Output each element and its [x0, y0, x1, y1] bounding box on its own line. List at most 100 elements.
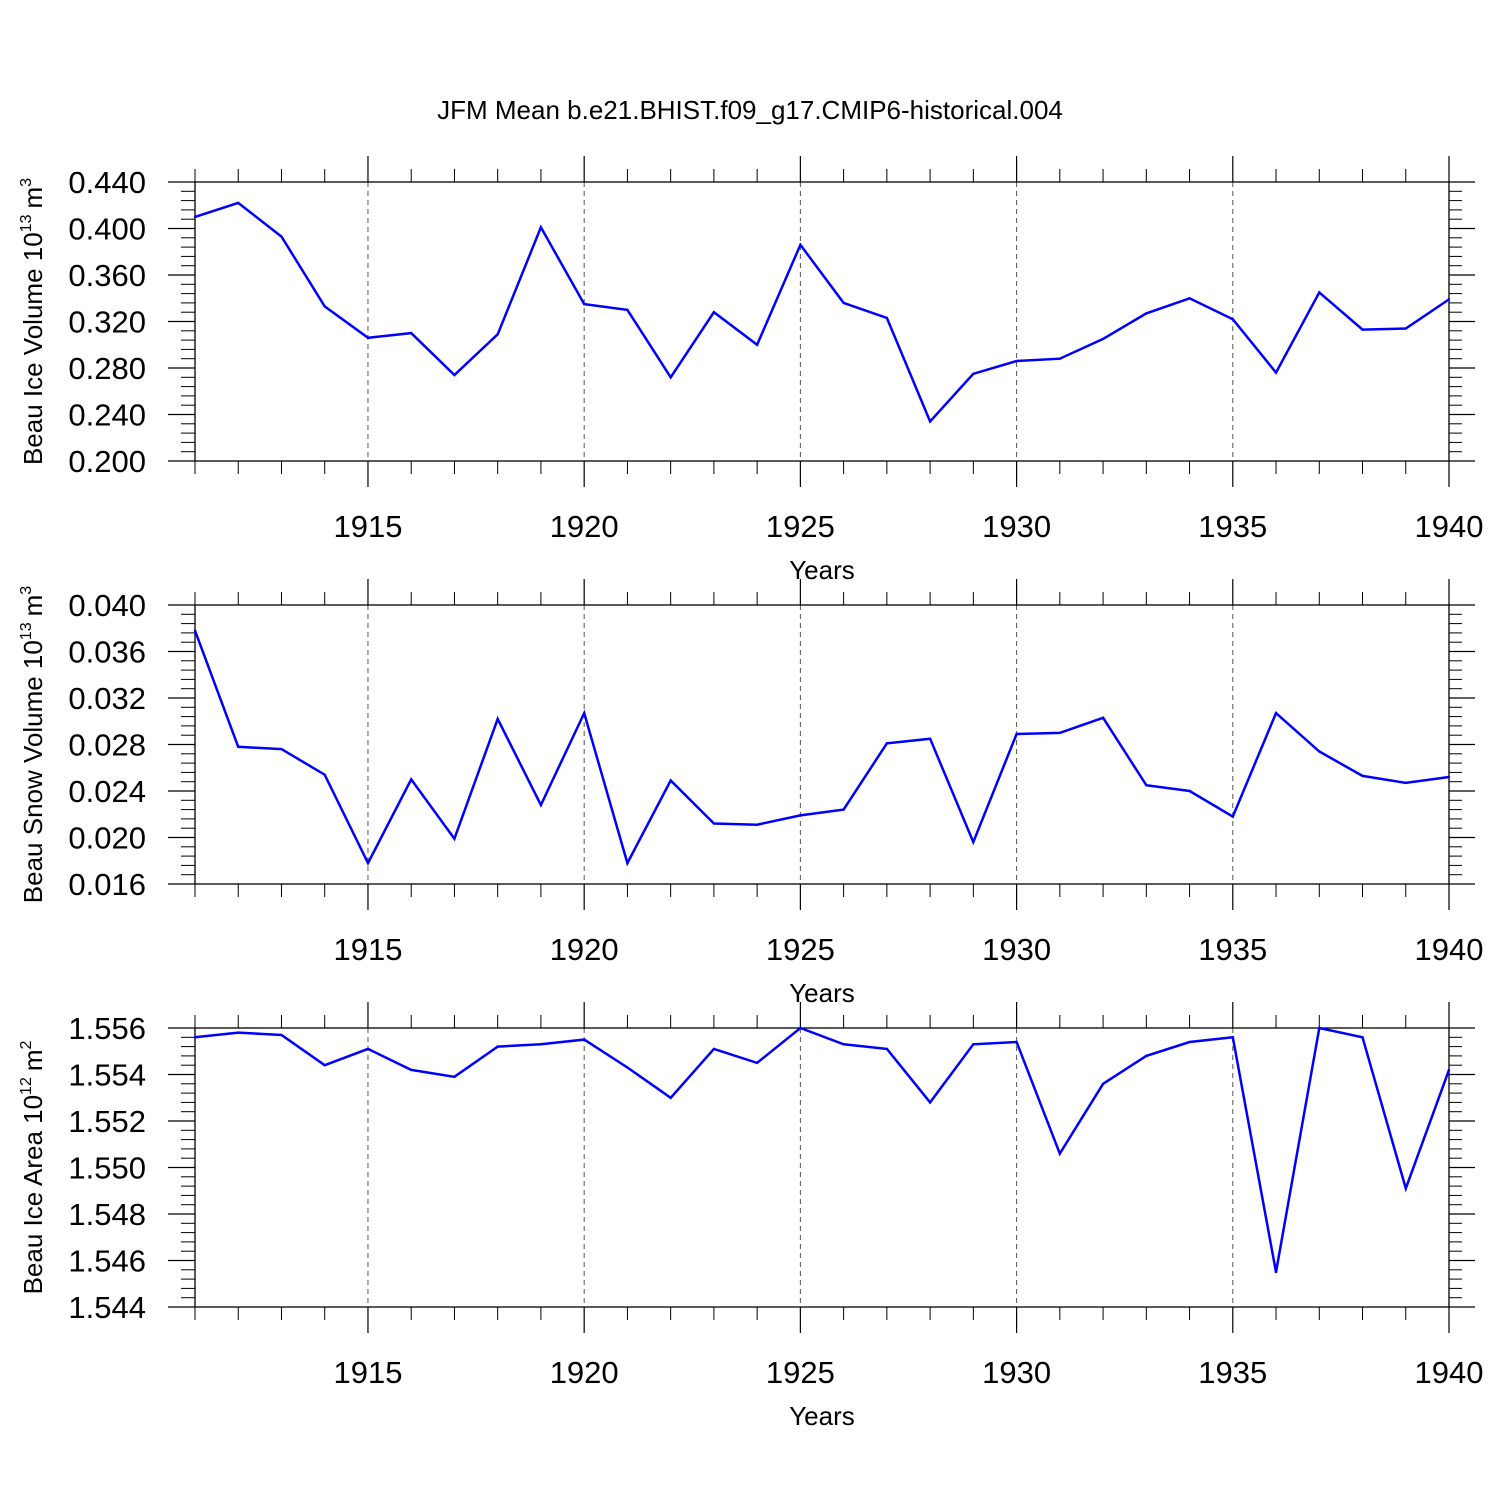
y-tick-label: 0.020 — [68, 821, 146, 856]
y-tick-label: 1.546 — [68, 1244, 146, 1279]
y-tick-label: 1.552 — [68, 1104, 146, 1139]
x-tick-label: 1940 — [1415, 509, 1484, 544]
data-point — [539, 803, 543, 807]
y-axis-label-unit-exp: 3 — [18, 178, 35, 187]
x-tick-label: 1920 — [550, 1355, 619, 1390]
data-point — [1318, 750, 1321, 753]
x-tick-label: 1925 — [766, 509, 835, 544]
x-tick-label: 1920 — [550, 509, 619, 544]
data-point — [1361, 1036, 1364, 1039]
data-point — [410, 331, 413, 335]
y-tick-label: 0.016 — [68, 867, 146, 902]
chart-title: JFM Mean b.e21.BHIST.f09_g17.CMIP6-histo… — [437, 95, 1063, 125]
data-point — [1188, 297, 1191, 300]
data-point — [1231, 815, 1234, 818]
data-point — [842, 301, 845, 305]
y-tick-label: 1.554 — [68, 1058, 146, 1093]
y-tick-label: 1.548 — [68, 1197, 146, 1232]
y-tick-label: 0.200 — [68, 444, 146, 479]
data-point — [1145, 1054, 1148, 1058]
data-point — [280, 235, 283, 238]
x-axis-label: Years — [789, 978, 855, 1008]
data-point — [1404, 781, 1407, 785]
data-point — [1231, 1036, 1234, 1039]
data-point — [453, 1075, 456, 1079]
series-line — [193, 630, 1450, 867]
panel-3: 1.544 1.546 1.548 1.550 1.552 1.554 1.556 1915 1… — [18, 1002, 1483, 1431]
data-point — [539, 226, 543, 229]
data-point — [972, 1043, 975, 1046]
data-point — [193, 629, 197, 632]
data-point — [1015, 359, 1018, 363]
y-axis-label-exp: 13 — [18, 622, 35, 640]
data-point — [712, 1047, 716, 1051]
data-point — [1274, 711, 1278, 715]
y-tick-label: 0.240 — [68, 398, 146, 433]
data-point — [1274, 371, 1278, 374]
data-point — [799, 1026, 802, 1030]
y-axis-label-main: Beau Ice Volume 10 — [18, 232, 48, 465]
y-axis-label-main: Beau Ice Area 10 — [18, 1095, 48, 1294]
data-point — [1015, 1040, 1018, 1044]
data-point — [626, 861, 629, 865]
data-point — [582, 1038, 586, 1041]
data-point — [1404, 327, 1407, 330]
data-point — [496, 1045, 499, 1048]
x-tick-label: 1940 — [1415, 932, 1484, 967]
data-point — [1447, 1068, 1451, 1072]
panel-1: 0.200 0.240 0.280 0.320 0.360 0.400 0.440 1915 1… — [18, 156, 1483, 585]
data-point — [712, 822, 716, 825]
y-axis-label: Beau Snow Volume 1013 m3 — [18, 586, 48, 904]
x-tick-label: 1930 — [982, 509, 1051, 544]
y-tick-label: 1.550 — [68, 1151, 146, 1186]
y-tick-label: 0.400 — [68, 212, 146, 247]
y-axis-label-exp: 13 — [18, 214, 35, 232]
y-axis-label-unit: m — [18, 595, 48, 617]
data-point — [755, 343, 759, 346]
data-point — [712, 311, 716, 314]
x-tick-label: 1925 — [766, 932, 835, 967]
data-point — [1318, 1026, 1321, 1030]
y-tick-label: 0.040 — [68, 588, 146, 623]
x-tick-label: 1935 — [1198, 1355, 1267, 1390]
y-axis-label-unit: m — [18, 187, 48, 209]
y-tick-label: 0.320 — [68, 305, 146, 340]
data-point — [1404, 1187, 1407, 1190]
x-axis-label: Years — [789, 555, 855, 585]
y-tick-label: 1.556 — [68, 1011, 146, 1046]
data-point — [1447, 298, 1451, 301]
data-point — [885, 316, 889, 320]
data-point — [453, 373, 456, 377]
data-point — [972, 840, 975, 844]
x-axis-label: Years — [789, 1401, 855, 1431]
x-tick-label: 1915 — [333, 1355, 402, 1390]
data-point — [1447, 775, 1451, 779]
data-point — [799, 814, 802, 817]
data-point — [237, 745, 240, 749]
data-point — [582, 711, 586, 715]
data-point — [669, 779, 672, 782]
data-point — [366, 1047, 370, 1051]
series-line — [194, 201, 1450, 424]
data-point — [755, 1061, 759, 1065]
data-point — [885, 1047, 889, 1051]
y-axis-label-main: Beau Snow Volume 10 — [18, 640, 48, 903]
y-axis-label-unit-exp: 2 — [18, 1040, 35, 1049]
data-point — [928, 737, 932, 740]
x-tick-label: 1935 — [1198, 932, 1267, 967]
data-point — [193, 215, 197, 219]
data-point — [928, 420, 932, 423]
data-point — [539, 1043, 543, 1046]
x-tick-label: 1915 — [333, 932, 402, 967]
data-point — [626, 1066, 629, 1069]
data-point — [1101, 716, 1105, 719]
data-point — [972, 372, 975, 376]
y-tick-label: 0.036 — [68, 635, 146, 670]
data-point — [799, 243, 802, 246]
data-point — [280, 1033, 283, 1037]
y-axis-label: Beau Ice Volume 1013 m3 — [18, 178, 48, 465]
data-point — [1015, 732, 1018, 736]
panel-2: 0.016 0.020 0.024 0.028 0.032 0.036 0.040 1915 1… — [18, 579, 1483, 1008]
